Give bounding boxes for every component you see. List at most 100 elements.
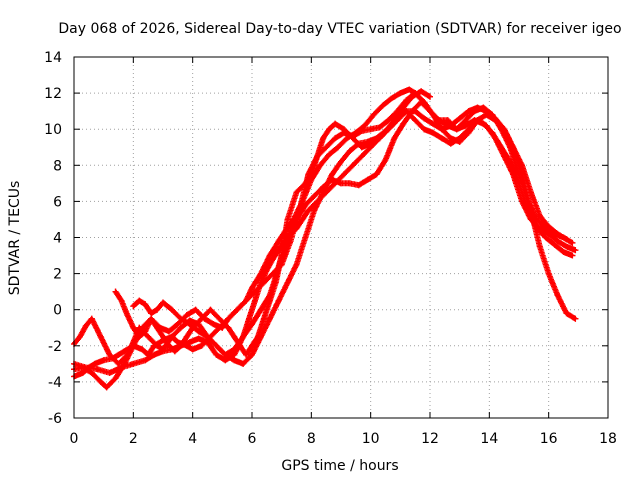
data-point	[382, 156, 389, 163]
data-point	[332, 120, 339, 127]
data-point	[320, 135, 327, 142]
y-tick-label: 2	[53, 267, 62, 283]
data-point	[453, 126, 460, 133]
data-point	[367, 144, 374, 151]
data-point	[462, 122, 469, 129]
data-point	[311, 207, 318, 214]
data-point	[412, 117, 419, 124]
data-point	[563, 236, 570, 243]
data-point	[231, 333, 238, 340]
data-point	[379, 102, 386, 109]
data-point	[346, 180, 353, 187]
data-point	[183, 312, 190, 319]
data-point	[207, 306, 214, 313]
data-point	[554, 230, 561, 237]
data-point	[373, 171, 380, 178]
data-point	[391, 135, 398, 142]
data-point	[400, 120, 407, 127]
data-point	[349, 135, 356, 142]
data-point	[403, 108, 410, 115]
data-point	[429, 111, 436, 118]
data-point	[130, 324, 137, 331]
data-point	[299, 216, 306, 223]
data-point	[367, 126, 374, 133]
data-point	[130, 303, 137, 310]
data-point	[115, 351, 122, 358]
data-point	[326, 126, 333, 133]
data-point	[438, 135, 445, 142]
data-point	[527, 189, 534, 196]
y-tick-label: 8	[53, 158, 62, 174]
data-point	[97, 378, 104, 385]
x-tick-label: 18	[599, 431, 617, 447]
series-track-6	[130, 88, 433, 367]
data-point	[165, 328, 172, 335]
data-point	[79, 369, 86, 376]
x-tick-label: 8	[307, 431, 316, 447]
data-point	[198, 315, 205, 322]
data-point	[391, 117, 398, 124]
data-point	[518, 198, 525, 205]
data-point	[198, 342, 205, 349]
data-point	[266, 252, 273, 259]
data-point	[376, 124, 383, 131]
x-tick-label: 4	[188, 431, 197, 447]
data-point	[225, 324, 232, 331]
data-point	[429, 120, 436, 127]
data-point	[76, 333, 83, 340]
data-point	[400, 104, 407, 111]
data-point	[536, 212, 543, 219]
data-point	[136, 297, 143, 304]
data-point	[136, 333, 143, 340]
data-point	[373, 135, 380, 142]
data-point	[293, 261, 300, 268]
data-point	[287, 238, 294, 245]
data-point	[284, 216, 291, 223]
data-point	[421, 115, 428, 122]
data-point	[246, 315, 253, 322]
data-point	[545, 270, 552, 277]
data-point	[406, 86, 413, 93]
data-point	[355, 182, 362, 189]
x-axis-title: GPS time / hours	[281, 458, 398, 474]
data-point	[332, 135, 339, 142]
data-point	[281, 238, 288, 245]
data-point	[106, 351, 113, 358]
data-point	[94, 366, 101, 373]
data-point	[160, 299, 166, 306]
data-point	[302, 234, 309, 241]
data-point	[358, 128, 365, 135]
data-point	[195, 328, 202, 335]
data-point	[545, 223, 552, 230]
data-point	[142, 301, 149, 308]
x-tick-label: 2	[129, 431, 138, 447]
data-point	[130, 342, 137, 349]
data-point	[88, 315, 95, 322]
data-point	[320, 189, 327, 196]
data-point	[103, 384, 110, 391]
y-tick-label: -6	[48, 411, 62, 427]
data-point	[160, 333, 166, 340]
data-point	[418, 88, 425, 95]
data-point	[243, 351, 250, 358]
data-point	[275, 297, 282, 304]
data-point	[168, 333, 175, 340]
data-point	[257, 306, 264, 313]
data-point	[456, 115, 463, 122]
data-point	[263, 266, 270, 273]
data-point	[429, 129, 436, 136]
data-point	[293, 225, 300, 232]
data-point	[302, 180, 309, 187]
data-point	[210, 321, 217, 328]
data-point	[554, 292, 561, 299]
data-point	[501, 126, 508, 133]
data-point	[421, 126, 428, 133]
data-point	[154, 324, 161, 331]
data-point	[308, 171, 315, 178]
data-point	[293, 189, 300, 196]
data-point	[100, 357, 107, 364]
data-point	[563, 310, 570, 317]
data-point	[370, 111, 377, 118]
data-point	[216, 315, 223, 322]
data-point	[225, 315, 232, 322]
